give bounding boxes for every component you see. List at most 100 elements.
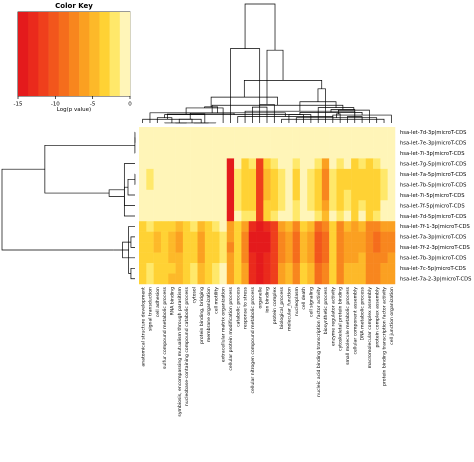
heatmap-cell [175, 263, 184, 274]
heatmap-cell [365, 252, 374, 264]
heatmap-cell [387, 231, 396, 243]
heatmap-cell [307, 210, 315, 222]
heatmap-cell [299, 200, 308, 211]
heatmap-cell [292, 210, 301, 222]
heatmap-cell [380, 127, 388, 138]
heatmap-cell [358, 200, 366, 211]
heatmap-cell [248, 189, 257, 201]
heatmap-cell [190, 200, 198, 211]
heatmap-cell [241, 179, 249, 191]
heatmap-cell [234, 231, 242, 243]
heatmap-cell [204, 210, 213, 222]
heatmap-cell [292, 147, 301, 159]
heatmap-cell [365, 189, 374, 201]
heatmap-cell [277, 137, 286, 149]
heatmap-cell [292, 221, 301, 232]
heatmap-cell [270, 179, 279, 191]
heatmap-cell [373, 273, 381, 285]
heatmap-cell [358, 221, 366, 232]
column-label: extracellular matrix organization [221, 287, 227, 362]
heatmap-cell [285, 221, 293, 232]
heatmap-cell [219, 137, 228, 149]
heatmap-cell [373, 158, 381, 170]
heatmap-cell [234, 158, 242, 170]
dendrogram-branch [244, 3, 276, 51]
heatmap-cell [380, 242, 388, 253]
heatmap-cell [373, 221, 381, 232]
heatmap-cell [292, 158, 301, 170]
heatmap-cell [212, 147, 220, 159]
heatmap-cell [263, 137, 271, 149]
heatmap-cell [204, 168, 213, 180]
heatmap-cell [212, 127, 220, 138]
heatmap-cell [153, 158, 162, 170]
heatmap-cell [351, 137, 359, 149]
heatmap-cell [219, 231, 228, 243]
heatmap-cell [358, 127, 366, 138]
heatmap-cell [365, 137, 374, 149]
heatmap-cell [190, 252, 198, 264]
heatmap-cell [204, 273, 213, 285]
row-label: hsa-let-7a-3p|microT-CDS [400, 235, 466, 241]
heatmap-cell [168, 221, 176, 232]
heatmap-cell [285, 263, 293, 274]
heatmap-cell [197, 231, 206, 243]
heatmap-cell [358, 189, 366, 201]
heatmap-cell [285, 231, 293, 243]
heatmap-cell [139, 158, 147, 170]
heatmap-cell [168, 210, 176, 222]
heatmap-cell [307, 263, 315, 274]
heatmap-cell [321, 189, 330, 201]
heatmap-cell [248, 242, 257, 253]
column-label: cellular nitrogen compound metabolic pro… [250, 286, 256, 393]
heatmap-cell [314, 263, 323, 274]
heatmap-cell [358, 252, 366, 264]
heatmap-cell [380, 210, 388, 222]
heatmap-cell [190, 179, 198, 191]
column-label: cellular component assembly [352, 287, 358, 355]
heatmap-cell [336, 273, 345, 285]
heatmap-cell [358, 242, 366, 253]
dendrogram-branch [130, 267, 135, 280]
heatmap-cell [373, 242, 381, 253]
row-label: hsa-let-7a-5p|microT-CDS [400, 172, 466, 178]
heatmap-cell [190, 127, 198, 138]
heatmap-cell [299, 179, 308, 191]
heatmap-cell [212, 137, 220, 149]
heatmap-cell [329, 137, 337, 149]
column-label: catabolic process [235, 286, 241, 326]
heatmap-cell [197, 179, 206, 191]
heatmap-cell [219, 273, 228, 285]
column-label: cell adhesion [155, 287, 161, 317]
heatmap-cell [160, 263, 169, 274]
heatmap-cell [365, 263, 374, 274]
heatmap-cell [241, 210, 249, 222]
heatmap-cell [226, 252, 235, 264]
heatmap-cell [277, 231, 286, 243]
heatmap-cell [139, 263, 147, 274]
dendrogram-branch [211, 104, 344, 114]
color-key-tick-label: 0 [128, 102, 132, 108]
row-label: hsa-let-7e-3p|microT-CDS [400, 141, 466, 147]
heatmap-cell [380, 200, 388, 211]
color-key-bar [109, 12, 121, 96]
heatmap-cell [263, 252, 271, 264]
heatmap-cell [153, 252, 162, 264]
heatmap-cell [139, 200, 147, 211]
heatmap-cell [380, 231, 388, 243]
heatmap-cell [329, 147, 337, 159]
heatmap-cell [168, 263, 176, 274]
heatmap-cell [365, 231, 374, 243]
heatmap-cell [153, 127, 162, 138]
heatmap-cell [380, 158, 388, 170]
heatmap-cell [299, 158, 308, 170]
row-label: hsa-let-7b-5p|microT-CDS [400, 182, 466, 188]
dendrogram-branch [330, 109, 356, 117]
heatmap-cell [197, 137, 206, 149]
heatmap-cell [263, 200, 271, 211]
column-label: cell signaling [308, 287, 314, 317]
row-label: hsa-let-7d-3p|microT-CDS [400, 130, 466, 136]
color-key-bar [38, 12, 49, 96]
heatmap-cell [168, 231, 176, 243]
heatmap-cell [204, 231, 213, 243]
